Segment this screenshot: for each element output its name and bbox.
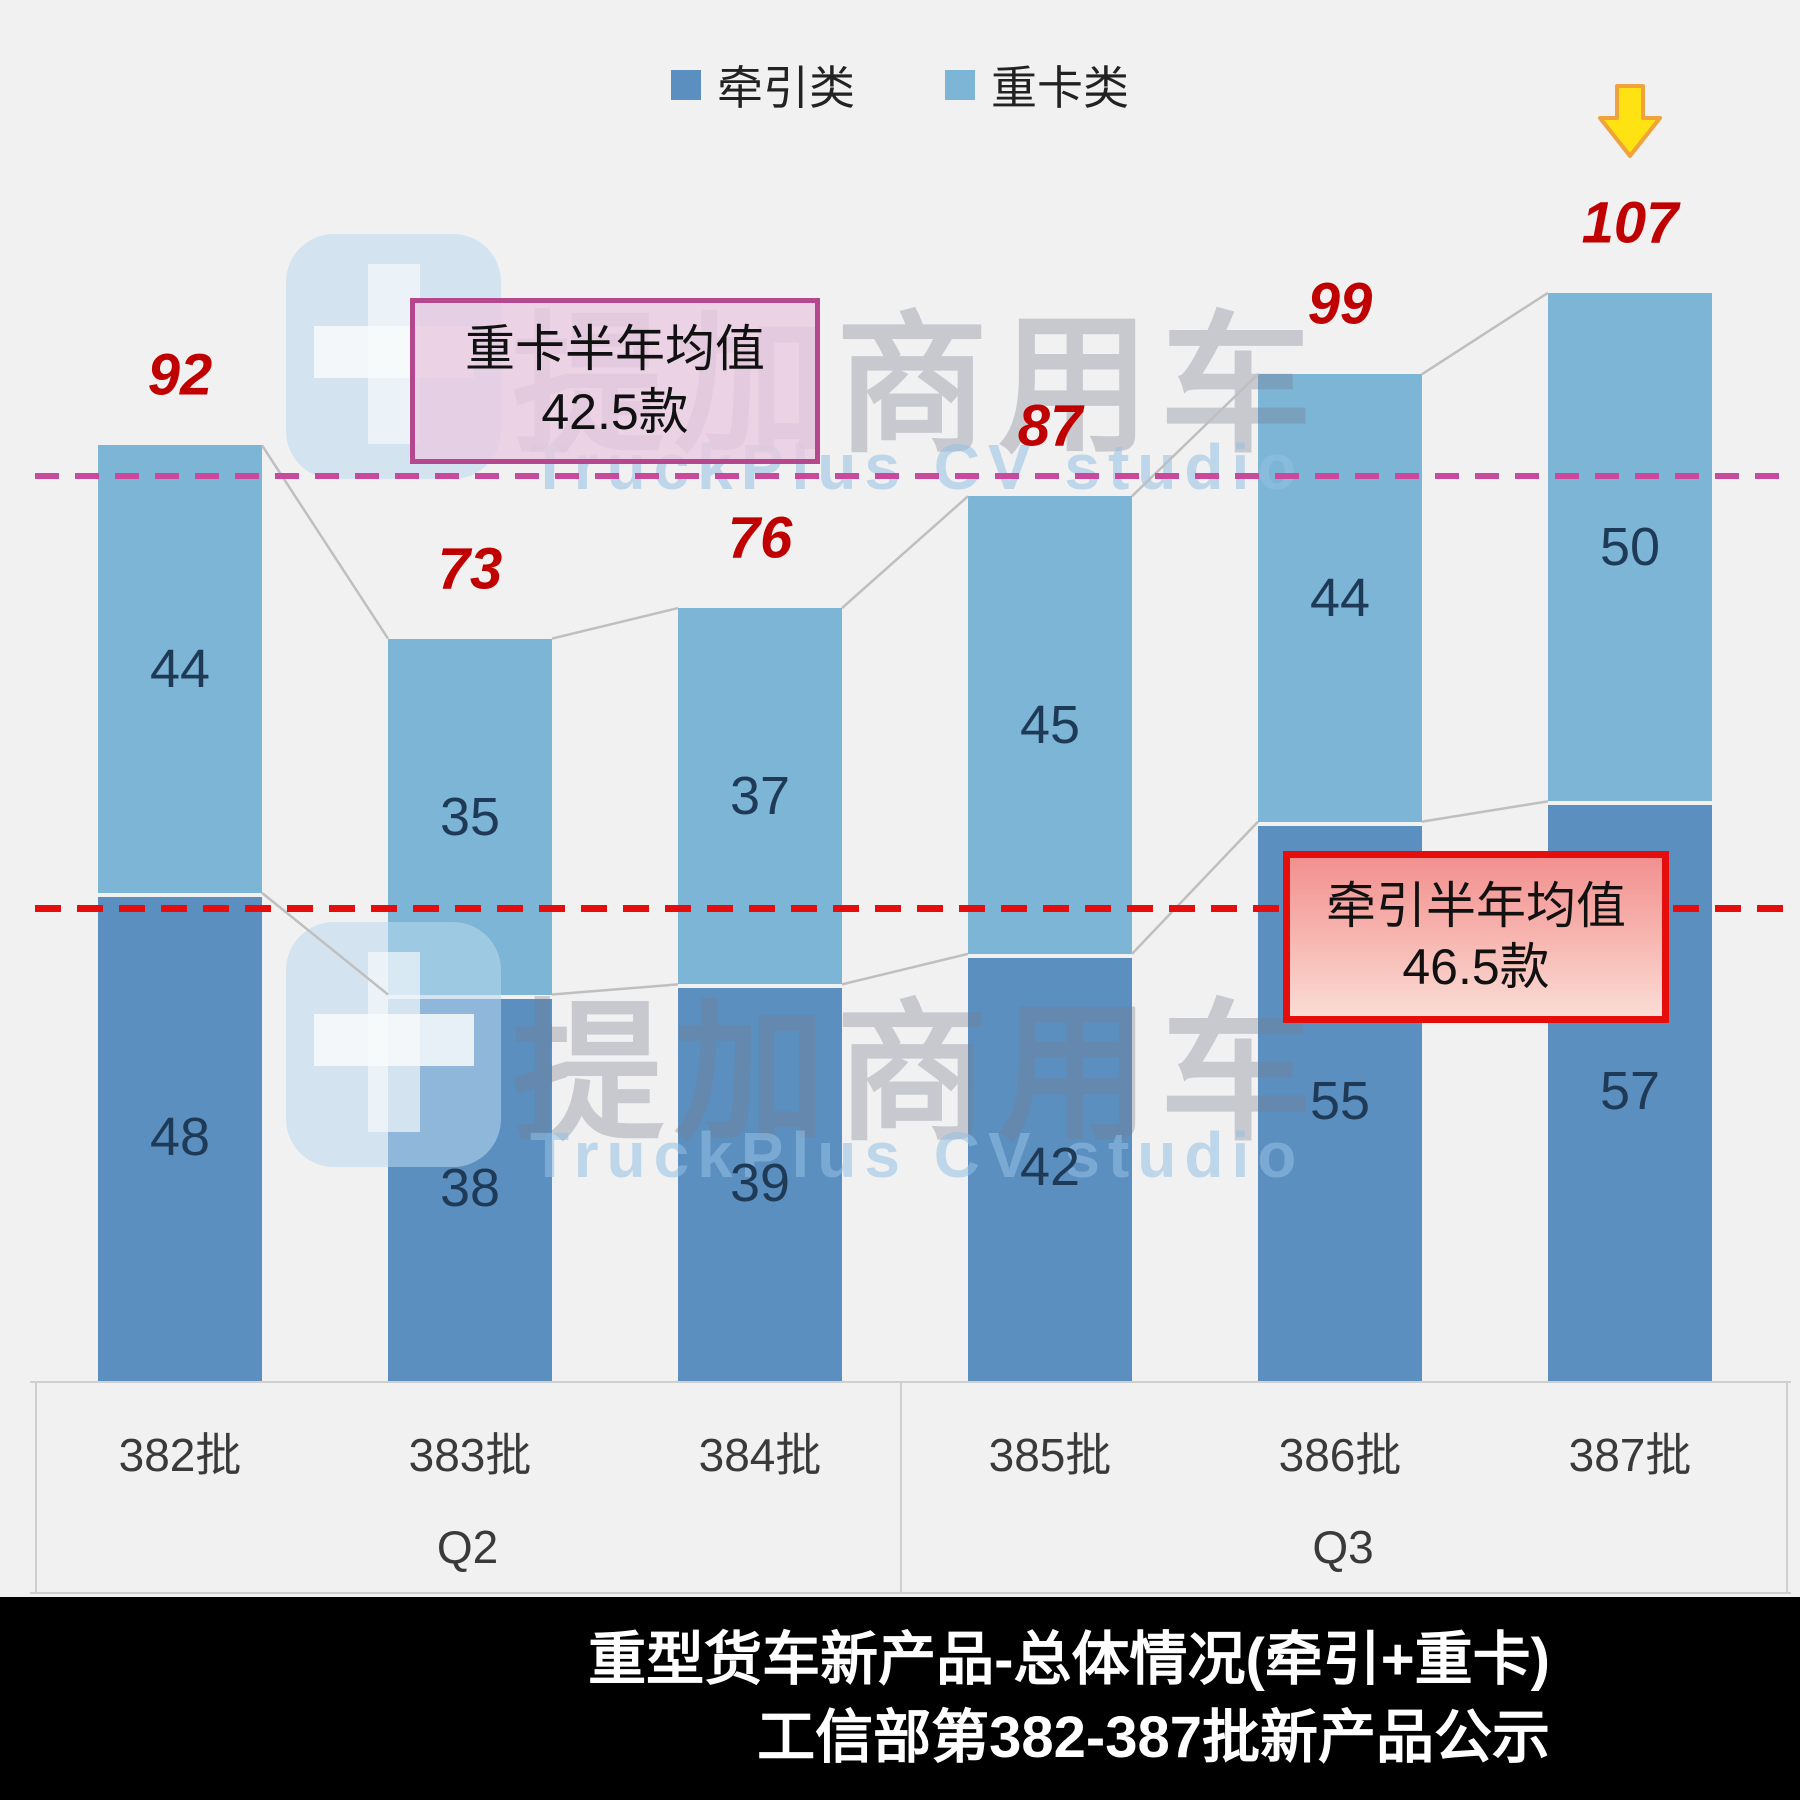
bar-segment-heavy [1258, 374, 1422, 822]
legend-label-heavy: 重卡类 [991, 62, 1129, 114]
bar-value-heavy: 37 [729, 766, 791, 827]
bar-segment-tractor [678, 984, 842, 1381]
bar-segment-heavy [1548, 292, 1712, 802]
legend-label-tractor: 牵引类 [717, 62, 855, 114]
legend-swatch-heavy-icon [945, 70, 975, 100]
bar-value-tractor: 48 [149, 1106, 211, 1167]
x-axis-label: 387批 [1568, 1429, 1692, 1481]
bar-total-label: 87 [1017, 393, 1083, 459]
group-label: Q2 [436, 1521, 499, 1573]
connector-line [1131, 820, 1259, 955]
bar-value-heavy: 45 [1019, 695, 1081, 756]
footer-subtitle: 工信部第382-387批新产品公示 [757, 1704, 1550, 1770]
x-axis-label: 382批 [118, 1429, 242, 1481]
footer-title: 重型货车新产品-总体情况(牵引+重卡) [588, 1626, 1550, 1692]
footer-title-bar: 重型货车新产品-总体情况(牵引+重卡) 工信部第382-387批新产品公示 [0, 1597, 1800, 1800]
bar-value-heavy: 50 [1599, 517, 1661, 578]
axis-border-vertical [35, 1381, 37, 1592]
bar-value-tractor: 55 [1309, 1071, 1371, 1132]
legend-item-tractor: 牵引类 [671, 52, 855, 118]
bar-total-label: 76 [727, 505, 793, 571]
axis-border-vertical [900, 1381, 902, 1592]
bar-total-label: 99 [1307, 271, 1373, 337]
bar-value-tractor: 42 [1019, 1137, 1081, 1198]
legend-swatch-tractor-icon [671, 70, 701, 100]
bar-segment-tractor [98, 892, 262, 1381]
bar-segment-heavy [678, 608, 842, 985]
bar-value-heavy: 44 [1309, 567, 1371, 628]
bar-segment-heavy [98, 445, 262, 893]
x-axis-label: 383批 [408, 1429, 532, 1481]
connector-line [1421, 800, 1549, 823]
group-label: Q3 [1312, 1521, 1374, 1573]
heavy-average-line [35, 472, 1786, 479]
bar-value-heavy: 35 [439, 786, 501, 847]
bar-value-tractor: 39 [729, 1152, 791, 1213]
yellow-down-arrow-icon [1598, 84, 1662, 158]
axis-border-top [30, 1381, 1791, 1383]
legend-item-heavy: 重卡类 [945, 52, 1129, 118]
connector-line [1421, 291, 1549, 376]
tractor-average-line [35, 904, 1786, 912]
bar-total-label: 73 [437, 536, 503, 602]
axis-border-vertical [1786, 1381, 1788, 1592]
tractor-average-annotation: 牵引半年均值 46.5款 [1283, 851, 1669, 1023]
axis-border-bottom [30, 1592, 1791, 1594]
tractor-average-value: 46.5款 [1402, 939, 1550, 995]
tractor-average-label: 牵引半年均值 [1326, 877, 1626, 934]
connector-line [841, 495, 969, 610]
bar-total-label: 107 [1581, 190, 1679, 256]
x-axis-label: 385批 [988, 1429, 1112, 1481]
connector-line [551, 983, 679, 996]
bar-segment-heavy [968, 496, 1132, 954]
x-axis-label: 386批 [1278, 1429, 1402, 1481]
bar-segment-tractor [968, 953, 1132, 1381]
heavy-average-value: 42.5款 [541, 384, 689, 440]
x-axis-label: 384批 [698, 1429, 822, 1481]
legend: 牵引类 重卡类 [0, 52, 1800, 118]
bar-value-heavy: 44 [149, 639, 211, 700]
bar-value-tractor: 57 [1599, 1061, 1661, 1122]
connector-line [841, 952, 969, 986]
heavy-average-annotation: 重卡半年均值 42.5款 [410, 298, 820, 464]
bar-total-label: 92 [147, 342, 213, 408]
bar-value-tractor: 38 [439, 1157, 501, 1218]
connector-line [551, 606, 679, 640]
heavy-average-label: 重卡半年均值 [465, 320, 765, 377]
